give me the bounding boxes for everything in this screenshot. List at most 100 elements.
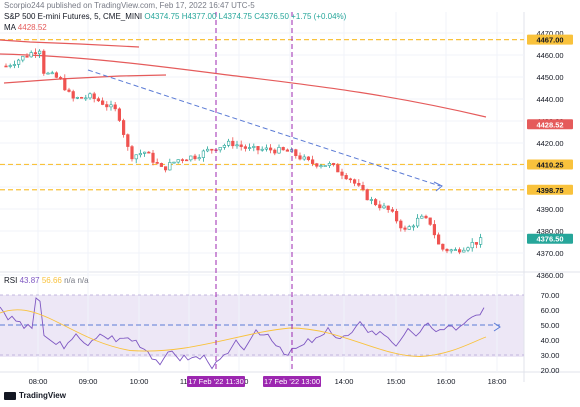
candle-body — [428, 217, 432, 225]
candle-body — [336, 164, 340, 173]
rsi-tick-label: 60.00 — [541, 306, 560, 315]
candle-body — [21, 55, 25, 61]
candle-body — [75, 97, 79, 99]
candle-body — [67, 89, 71, 92]
candle-body — [126, 134, 130, 147]
candle-body — [369, 199, 374, 201]
candle-body — [239, 144, 243, 147]
candle-body — [96, 98, 100, 102]
candle-body — [260, 148, 264, 151]
candle-body — [399, 220, 403, 229]
price-tick-label: 4380.00 — [536, 227, 563, 236]
candle-body — [248, 147, 252, 149]
rsi-axis[interactable]: 70.00 60.00 50.00 40.00 30.00 20.00 — [541, 291, 560, 375]
candle-body — [285, 149, 290, 152]
price-marker-bg — [527, 34, 573, 45]
brand-footer[interactable]: TradingView — [4, 391, 66, 400]
ma-value: 4428.52 — [17, 23, 47, 32]
candle-body — [252, 146, 256, 148]
ma-label[interactable]: MA — [4, 23, 16, 32]
candle-body — [277, 147, 281, 154]
candle-body — [88, 93, 92, 99]
candle-body — [231, 140, 235, 147]
candle-body — [105, 104, 109, 108]
price-marker-label: 4398.75 — [536, 186, 563, 195]
candle-body — [201, 150, 206, 158]
candle-body — [449, 249, 453, 252]
candle-body — [264, 147, 269, 150]
rsi-legend: RSI 43.87 56.66 n/a n/a — [4, 276, 89, 285]
candle-body — [390, 209, 395, 212]
price-marker-label: 4467.00 — [536, 36, 563, 45]
price-marker-bg — [527, 159, 573, 170]
ma-line-short — [0, 39, 140, 48]
candle-body — [227, 140, 231, 146]
candle-body — [352, 179, 357, 184]
candle-body — [138, 153, 143, 156]
time-axis[interactable]: 08:0009:0010:0011:0012:0013:0014:0015:00… — [29, 376, 507, 387]
candle-body — [84, 97, 88, 100]
time-tick-label: 10:00 — [130, 377, 149, 386]
candle-body — [457, 249, 462, 253]
price-pane[interactable] — [0, 12, 524, 265]
candle-body — [323, 165, 327, 167]
price-tick-label: 4470.00 — [536, 29, 563, 38]
rsi-tick-label: 20.00 — [541, 366, 560, 375]
candle-body — [206, 148, 210, 152]
rsi-value-2: 56.66 — [41, 276, 62, 285]
rsi-label[interactable]: RSI — [4, 276, 18, 285]
candle-body — [101, 100, 105, 105]
candle-body — [172, 161, 176, 164]
candle-body — [348, 178, 353, 181]
candle-body — [33, 52, 37, 55]
time-tick-label: 09:00 — [79, 377, 98, 386]
candle-body — [256, 146, 260, 151]
price-marker-bg — [527, 119, 573, 130]
trendline[interactable] — [87, 69, 501, 332]
candle-body — [432, 224, 437, 236]
candle-body — [470, 242, 474, 249]
candle-body — [50, 72, 54, 75]
price-axis[interactable]: 4470.004460.004450.004440.004430.004420.… — [527, 29, 573, 280]
trendline-arrow-icon — [433, 181, 443, 192]
candle-body — [185, 159, 189, 162]
candle-body — [218, 147, 222, 151]
candle-body — [357, 183, 361, 186]
candle-body — [16, 59, 21, 65]
time-tick-label: 08:00 — [29, 377, 48, 386]
candle-body — [71, 91, 75, 99]
price-marker-label: 4376.50 — [536, 235, 563, 244]
rsi-extra: n/a n/a — [64, 276, 89, 285]
candle-body — [411, 225, 416, 228]
candle-body — [46, 72, 50, 75]
candle-body — [37, 50, 42, 55]
candle-body — [319, 165, 323, 167]
symbol-name[interactable]: S&P 500 E-mini Futures, 5, CME_MINI — [4, 12, 143, 21]
candle-body — [54, 72, 58, 78]
candle-body — [130, 146, 134, 160]
ma-line-horizontal — [3, 74, 167, 84]
trendline-dashed[interactable] — [87, 69, 441, 187]
candle-body — [168, 162, 172, 171]
candle-body — [42, 50, 46, 74]
candle-body — [298, 155, 302, 160]
candle-body — [109, 104, 113, 108]
rsi-value: 43.87 — [19, 276, 40, 285]
candles — [4, 48, 483, 255]
time-tick-label: 15:00 — [387, 377, 406, 386]
rsi-line — [0, 297, 485, 370]
price-tick-label: 4420.00 — [536, 139, 563, 148]
candle-body — [143, 151, 147, 154]
candle-body — [478, 237, 483, 245]
candle-body — [315, 163, 319, 167]
candle-body — [117, 108, 121, 121]
candle-body — [155, 162, 159, 164]
candle-body — [134, 154, 138, 160]
candle-body — [235, 144, 239, 147]
candle-body — [8, 65, 12, 67]
candle-body — [113, 104, 117, 110]
candle-body — [58, 77, 63, 79]
price-marker-label: 4428.52 — [536, 120, 563, 129]
candle-body — [474, 242, 479, 245]
